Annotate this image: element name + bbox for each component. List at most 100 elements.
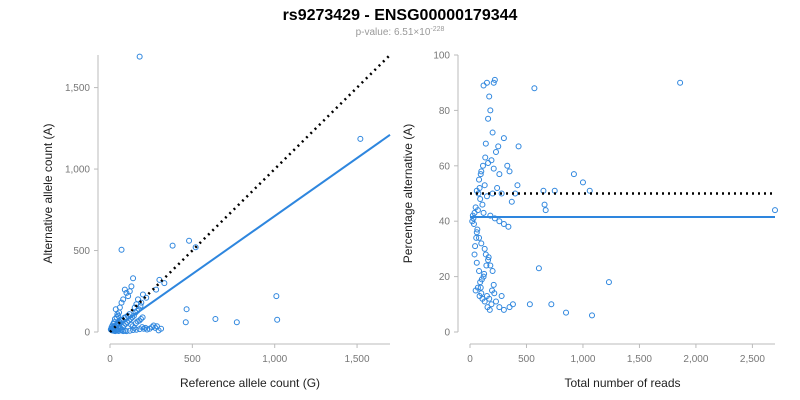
data-point: [563, 309, 570, 316]
data-point: [130, 327, 137, 334]
data-point: [589, 312, 595, 319]
reference-line: [109, 54, 391, 333]
data-point: [136, 53, 143, 60]
data-point: [274, 316, 281, 323]
x-tick-label: 1,500: [627, 354, 652, 365]
y-tick-label: 0: [444, 328, 450, 339]
data-point: [498, 292, 505, 299]
data-point: [169, 242, 176, 249]
data-point: [120, 328, 127, 335]
data-point: [491, 215, 498, 222]
data-point: [478, 168, 485, 175]
data-point: [535, 265, 542, 272]
data-point: [479, 162, 486, 169]
y-tick-label: 0: [84, 328, 90, 339]
data-point: [158, 325, 165, 332]
data-point: [136, 317, 143, 324]
data-point: [273, 293, 280, 300]
subtitle-exponent: -228: [430, 26, 444, 33]
x-tick-label: 500: [184, 354, 201, 365]
data-point: [495, 143, 502, 150]
data-point: [772, 207, 778, 214]
data-point: [125, 293, 132, 300]
data-point: [500, 220, 507, 227]
data-point: [481, 182, 488, 189]
data-point: [586, 187, 593, 194]
data-point: [476, 268, 483, 275]
data-point: [487, 262, 494, 269]
data-point: [490, 281, 497, 288]
x-tick-label: 500: [518, 354, 535, 365]
data-point: [473, 234, 480, 241]
data-point: [133, 326, 140, 333]
y-tick-label: 500: [73, 246, 90, 257]
data-point: [482, 140, 489, 147]
x-axis-label: Total number of reads: [564, 376, 680, 390]
data-point: [485, 160, 492, 167]
data-point: [480, 209, 487, 216]
data-point: [477, 171, 484, 178]
chart-subtitle: p-value: 6.51×10-228: [356, 26, 445, 38]
data-point: [500, 306, 507, 313]
data-point: [487, 212, 494, 219]
data-point: [515, 143, 522, 150]
data-point: [506, 304, 513, 311]
data-point: [472, 287, 479, 294]
data-point: [136, 326, 143, 333]
data-point: [504, 162, 511, 169]
data-point: [570, 171, 577, 178]
data-point: [505, 223, 512, 230]
chart-title: rs9273429 - ENSG00000179344: [283, 7, 518, 24]
x-tick-label: 0: [467, 354, 473, 365]
fit-line: [109, 134, 391, 333]
data-point: [506, 168, 513, 175]
data-point: [496, 304, 503, 311]
data-point: [192, 244, 199, 251]
data-point: [496, 218, 503, 225]
data-point: [139, 314, 146, 321]
data-point: [491, 290, 498, 297]
data-point: [500, 135, 507, 142]
x-axis-label: Reference allele count (G): [180, 376, 320, 390]
data-point: [137, 302, 144, 309]
data-point: [579, 179, 586, 186]
data-point: [487, 107, 494, 114]
data-point: [483, 193, 490, 200]
data-point: [481, 298, 488, 305]
data-point: [486, 306, 493, 313]
x-tick-label: 1,500: [345, 354, 370, 365]
data-point: [121, 286, 128, 293]
x-tick-label: 2,500: [740, 354, 765, 365]
data-point: [541, 201, 548, 208]
data-point: [116, 309, 123, 316]
data-point: [476, 292, 483, 299]
data-point: [473, 259, 480, 266]
data-point: [112, 306, 119, 313]
y-tick-label: 20: [439, 272, 451, 283]
data-point: [476, 176, 483, 183]
data-point: [478, 240, 485, 247]
data-point: [496, 171, 503, 178]
data-point: [477, 284, 484, 291]
data-point: [531, 85, 538, 92]
panel-percentage-alternative: 0 500 1,000 1,500 2,000 2,500 0 20 40 60 80 100 Tota…: [401, 51, 778, 390]
y-axis-label: Alternative allele count (A): [41, 123, 55, 263]
data-point: [492, 298, 499, 305]
data-point: [481, 245, 488, 252]
data-point: [485, 256, 492, 263]
data-point: [130, 275, 137, 282]
data-point: [605, 279, 612, 286]
data-point: [490, 165, 497, 172]
data-point: [120, 296, 127, 303]
data-point: [491, 76, 498, 83]
data-point: [526, 301, 533, 308]
data-point: [470, 220, 477, 227]
data-point: [485, 254, 492, 261]
data-point: [478, 276, 485, 283]
data-point: [548, 301, 555, 308]
data-point: [542, 207, 549, 214]
x-tick-label: 1,000: [262, 354, 287, 365]
data-point: [488, 157, 495, 164]
panel-allele-counts: 0 500 1,000 1,500 0 500 1,000 1,500 Reference al…: [41, 53, 391, 390]
